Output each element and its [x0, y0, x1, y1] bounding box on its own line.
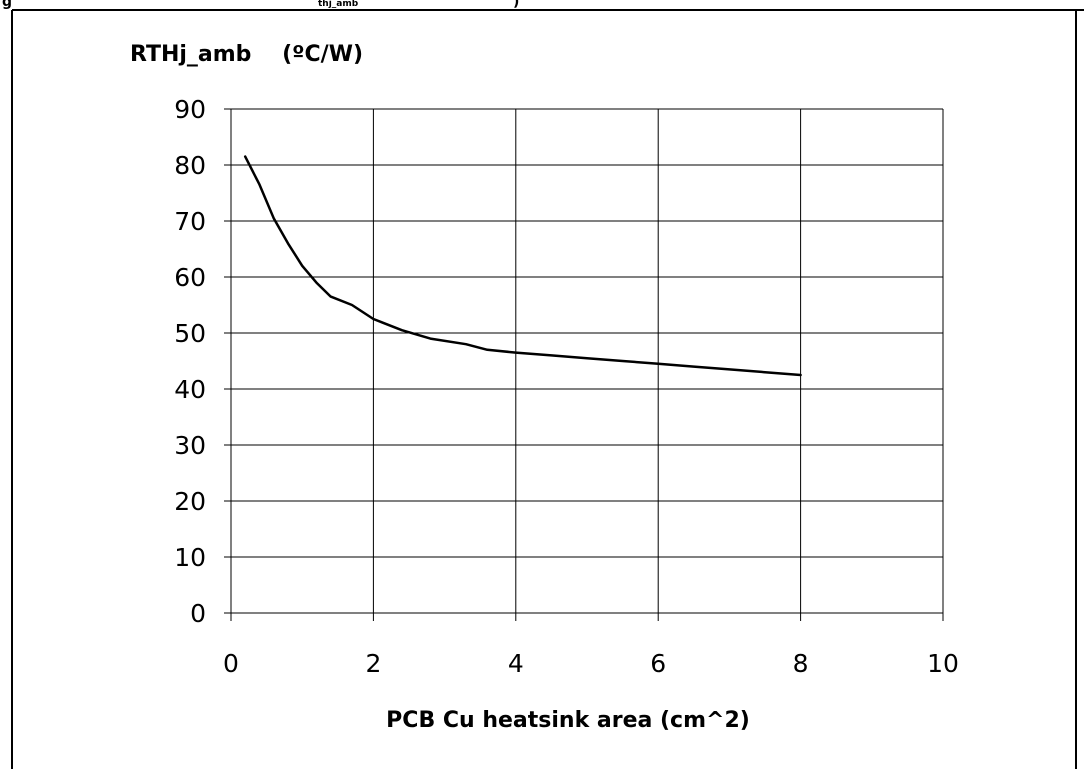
- x-axis-title: PCB Cu heatsink area (cm^2): [386, 708, 750, 733]
- tick-labels: 0 10 20 30 40 50 60 70 80 90 0 2 4 6 8 10: [174, 95, 959, 678]
- y-tick-label-20: 20: [174, 487, 206, 516]
- figure-caption-prefix: g: [2, 0, 12, 10]
- figure-caption-suffix: ): [513, 0, 519, 10]
- x-tick-label-2: 2: [365, 649, 381, 678]
- x-tick-label-0: 0: [223, 649, 239, 678]
- y-tick-label-30: 30: [174, 431, 206, 460]
- plot-axes: [224, 108, 944, 621]
- figure-caption-subscript: thj_amb: [318, 0, 359, 9]
- x-tick-label-8: 8: [793, 649, 809, 678]
- x-tick-label-6: 6: [650, 649, 666, 678]
- y-tick-label-50: 50: [174, 319, 206, 348]
- y-tick-label-60: 60: [174, 263, 206, 292]
- y-tick-label-40: 40: [174, 375, 206, 404]
- y-tick-label-0: 0: [190, 599, 206, 628]
- x-tick-label-4: 4: [508, 649, 524, 678]
- series-line-0: [243, 155, 802, 377]
- y-tick-label-80: 80: [174, 151, 206, 180]
- y-tick-label-90: 90: [174, 95, 206, 124]
- x-tick-label-10: 10: [927, 649, 959, 678]
- y-tick-label-70: 70: [174, 207, 206, 236]
- series-layer: [243, 155, 802, 377]
- grid-lines: [231, 108, 943, 613]
- y-axis-title: RTHj_amb (ºC/W): [130, 42, 363, 67]
- y-tick-label-10: 10: [174, 543, 206, 572]
